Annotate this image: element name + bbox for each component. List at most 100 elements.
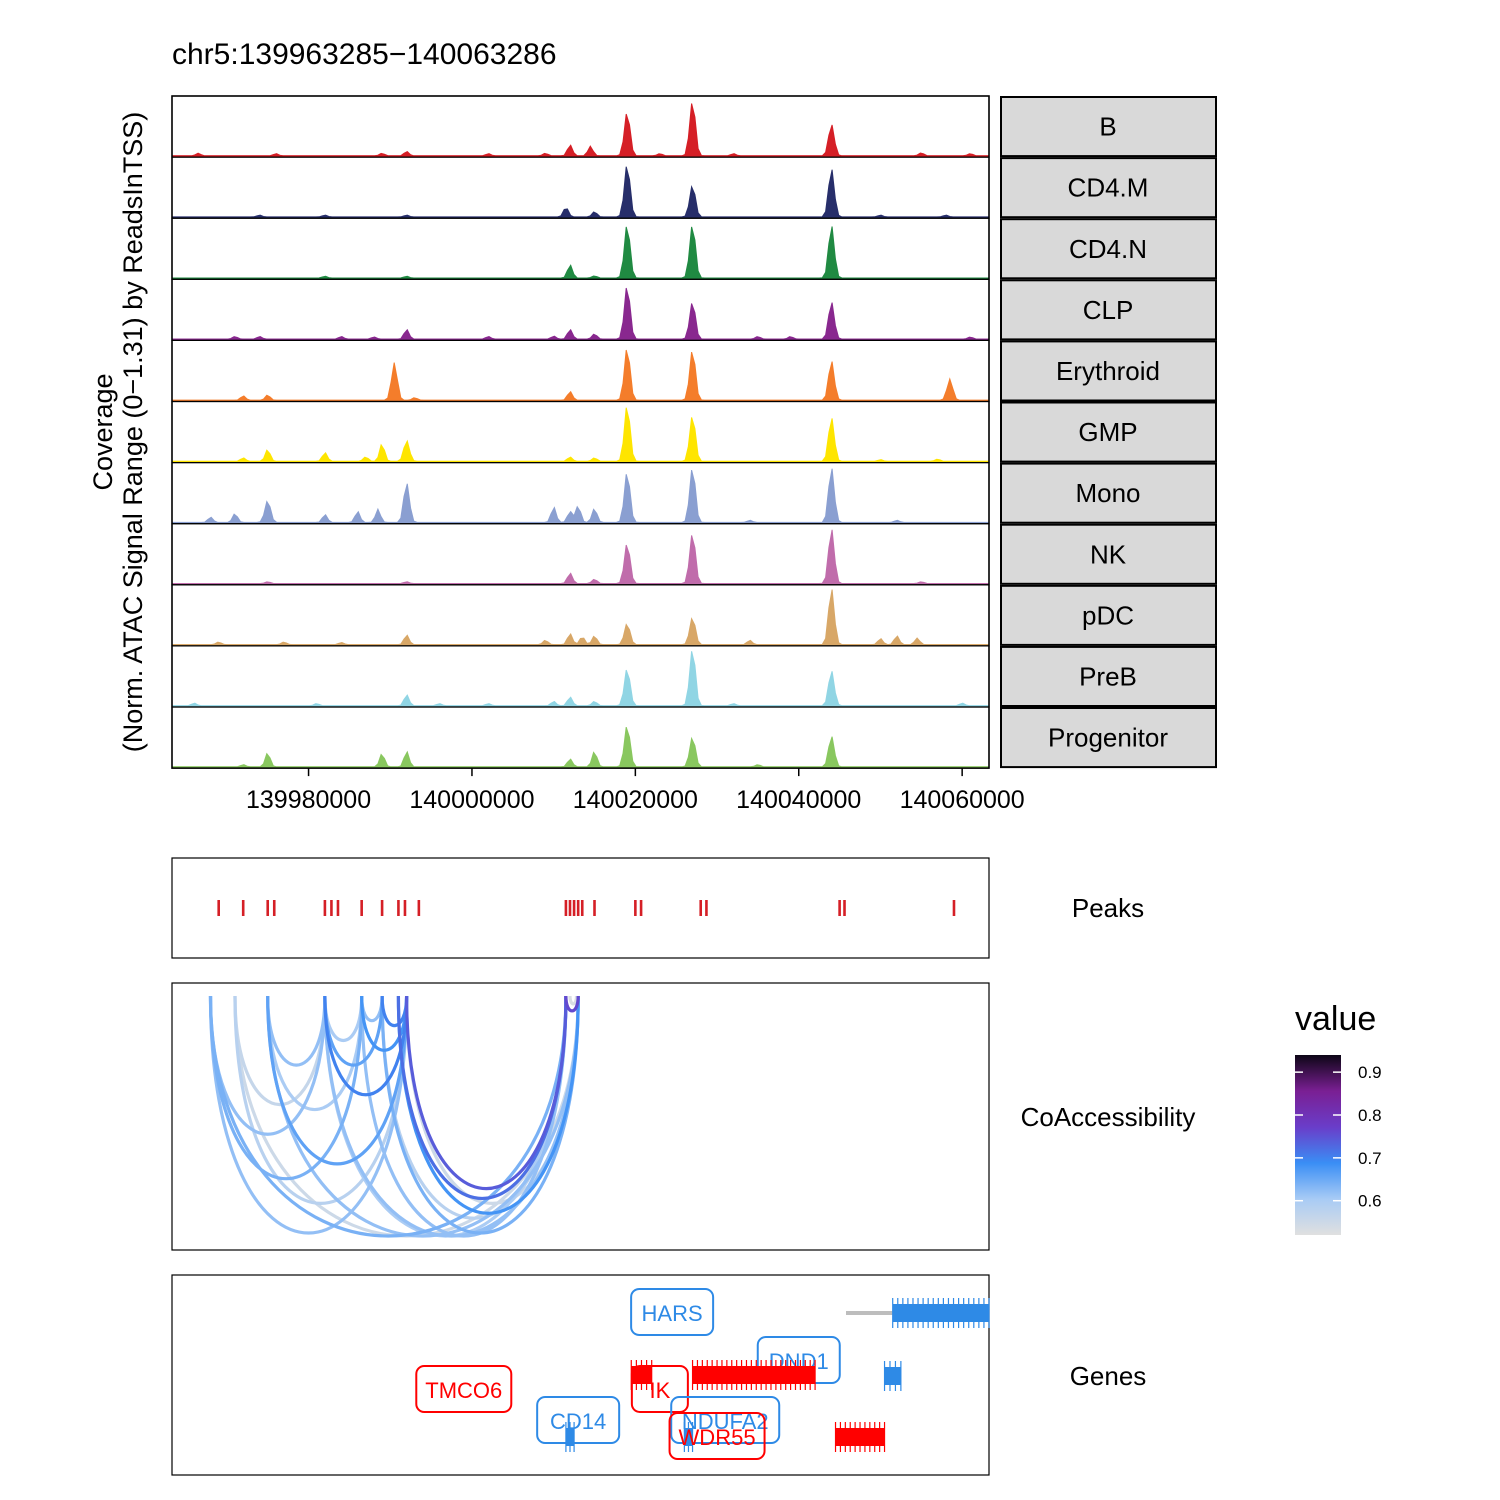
strip-box-B <box>1000 96 1217 158</box>
peak-mark-20 <box>699 900 703 916</box>
gene-label-box-CD14 <box>536 1396 621 1444</box>
strip-CD4.M: CD4.M <box>1000 157 1217 219</box>
coverage-area-CLP <box>171 287 990 340</box>
coverage-tracks <box>171 95 990 769</box>
strip-box-pDC <box>1000 584 1217 646</box>
strip-box-CD4.N <box>1000 218 1217 280</box>
coaccessibility-frame <box>171 982 990 1251</box>
gene-label-box-IK <box>630 1365 689 1413</box>
coverage-area-PreB <box>171 651 990 707</box>
peak-mark-21 <box>705 900 708 916</box>
strip-Mono: Mono <box>1000 462 1217 524</box>
strip-box-CLP <box>1000 279 1217 341</box>
loop-0 <box>208 995 409 1235</box>
track-border-Erythroid <box>171 339 990 403</box>
peak-mark-18 <box>634 900 637 916</box>
peak-mark-19 <box>639 900 643 916</box>
strip-label-B: B <box>1099 112 1116 142</box>
coverage-area-B <box>171 103 990 157</box>
strip-box-Progenitor <box>1000 707 1217 769</box>
track-border-Progenitor <box>171 706 990 769</box>
peak-mark-10 <box>403 900 407 916</box>
loop-21 <box>380 995 409 1027</box>
track-border-B <box>171 95 990 158</box>
x-axis: 139980000 140000000 140020000 140040000 1400… <box>246 768 1025 814</box>
track-Mono <box>171 462 990 525</box>
peak-mark-9 <box>397 900 400 916</box>
gene-label-HARS: HARS <box>642 1301 703 1326</box>
strip-Progenitor: Progenitor <box>1000 707 1217 769</box>
gene-TMCO6: TMCO6 <box>415 1360 653 1413</box>
strip-label-NK: NK <box>1090 539 1127 569</box>
strip-CLP: CLP <box>1000 279 1217 341</box>
strip-CD4.N: CD4.N <box>1000 218 1217 280</box>
genes-label: Genes <box>1070 1361 1147 1391</box>
track-border-CD4.M <box>171 156 990 219</box>
coverage-area-Progenitor <box>171 726 990 768</box>
strip-Erythroid: Erythroid <box>1000 340 1217 402</box>
coverage-area-pDC <box>171 589 990 646</box>
gene-label-TMCO6: TMCO6 <box>425 1378 502 1403</box>
loop-27 <box>568 995 579 1006</box>
peak-mark-7 <box>360 900 363 916</box>
coverage-frame <box>171 95 990 769</box>
strip-box-Erythroid <box>1000 340 1217 402</box>
gene-label-IK: IK <box>649 1378 670 1403</box>
strip-box-CD4.M <box>1000 157 1217 219</box>
strip-box-Mono <box>1000 462 1217 524</box>
x-tick-label-2: 140020000 <box>573 786 698 814</box>
strip-box-NK <box>1000 523 1217 585</box>
strip-PreB: PreB <box>1000 645 1217 708</box>
peak-mark-22 <box>838 900 841 916</box>
track-border-PreB <box>171 645 990 708</box>
peak-mark-11 <box>417 900 421 916</box>
legend-colorbar <box>1295 1055 1341 1235</box>
legend-title: value <box>1295 1000 1376 1038</box>
peak-mark-2 <box>266 900 270 916</box>
loop-8 <box>266 995 409 1166</box>
gene-label-box-NDUFA2 <box>670 1396 781 1444</box>
peak-mark-6 <box>336 900 340 916</box>
coverage-area-NK <box>171 529 990 585</box>
track-CD4.N <box>171 217 990 280</box>
color-legend: value 0.9 0.8 0.7 0.6 <box>1295 1000 1382 1235</box>
track-GMP <box>171 400 990 464</box>
strip-label-Erythroid: Erythroid <box>1056 356 1160 386</box>
peak-mark-24 <box>952 900 956 916</box>
legend-tick-label-3: 0.6 <box>1358 1192 1382 1211</box>
strip-label-CD4.N: CD4.N <box>1069 234 1147 264</box>
gene-body-IK <box>692 1366 816 1384</box>
chart-title: chr5:139963285−140063286 <box>172 38 557 71</box>
gene-CD14: CD14 <box>536 1396 621 1452</box>
track-PreB <box>171 645 990 708</box>
strip-B: B <box>1000 96 1217 158</box>
gene-body-DND1 <box>884 1367 901 1385</box>
loop-5 <box>233 995 409 1205</box>
peaks-panel: Peaks <box>171 857 1144 959</box>
loop-24 <box>405 995 568 1191</box>
coverage-area-CD4.M <box>171 166 990 218</box>
strip-label-pDC: pDC <box>1082 600 1134 630</box>
track-Progenitor <box>171 706 990 769</box>
track-strips: B CD4.M CD4.N CLP Erythroid GMP Mono NK pDC PreB P… <box>1000 96 1217 769</box>
legend-ticks: 0.9 0.8 0.7 0.6 <box>1295 1063 1382 1211</box>
gene-HARS: HARS <box>630 1288 990 1336</box>
coverage-area-GMP <box>171 407 990 463</box>
x-tick-label-3: 140040000 <box>736 786 861 814</box>
gene-label-CD14: CD14 <box>550 1409 606 1434</box>
strip-label-CD4.M: CD4.M <box>1068 173 1149 203</box>
loop-16 <box>360 995 568 1238</box>
track-CLP <box>171 278 990 341</box>
track-NK <box>171 523 990 586</box>
track-CD4.M <box>171 156 990 219</box>
track-border-NK <box>171 523 990 586</box>
loop-18 <box>360 995 384 1023</box>
y-axis-label-line1: Coverage <box>88 373 118 490</box>
strip-label-Mono: Mono <box>1075 478 1140 508</box>
peak-mark-17 <box>593 900 596 916</box>
peak-mark-15 <box>576 900 580 916</box>
peak-mark-16 <box>580 900 584 916</box>
gene-WDR55: WDR55 <box>668 1412 886 1460</box>
strip-label-PreB: PreB <box>1079 661 1137 691</box>
